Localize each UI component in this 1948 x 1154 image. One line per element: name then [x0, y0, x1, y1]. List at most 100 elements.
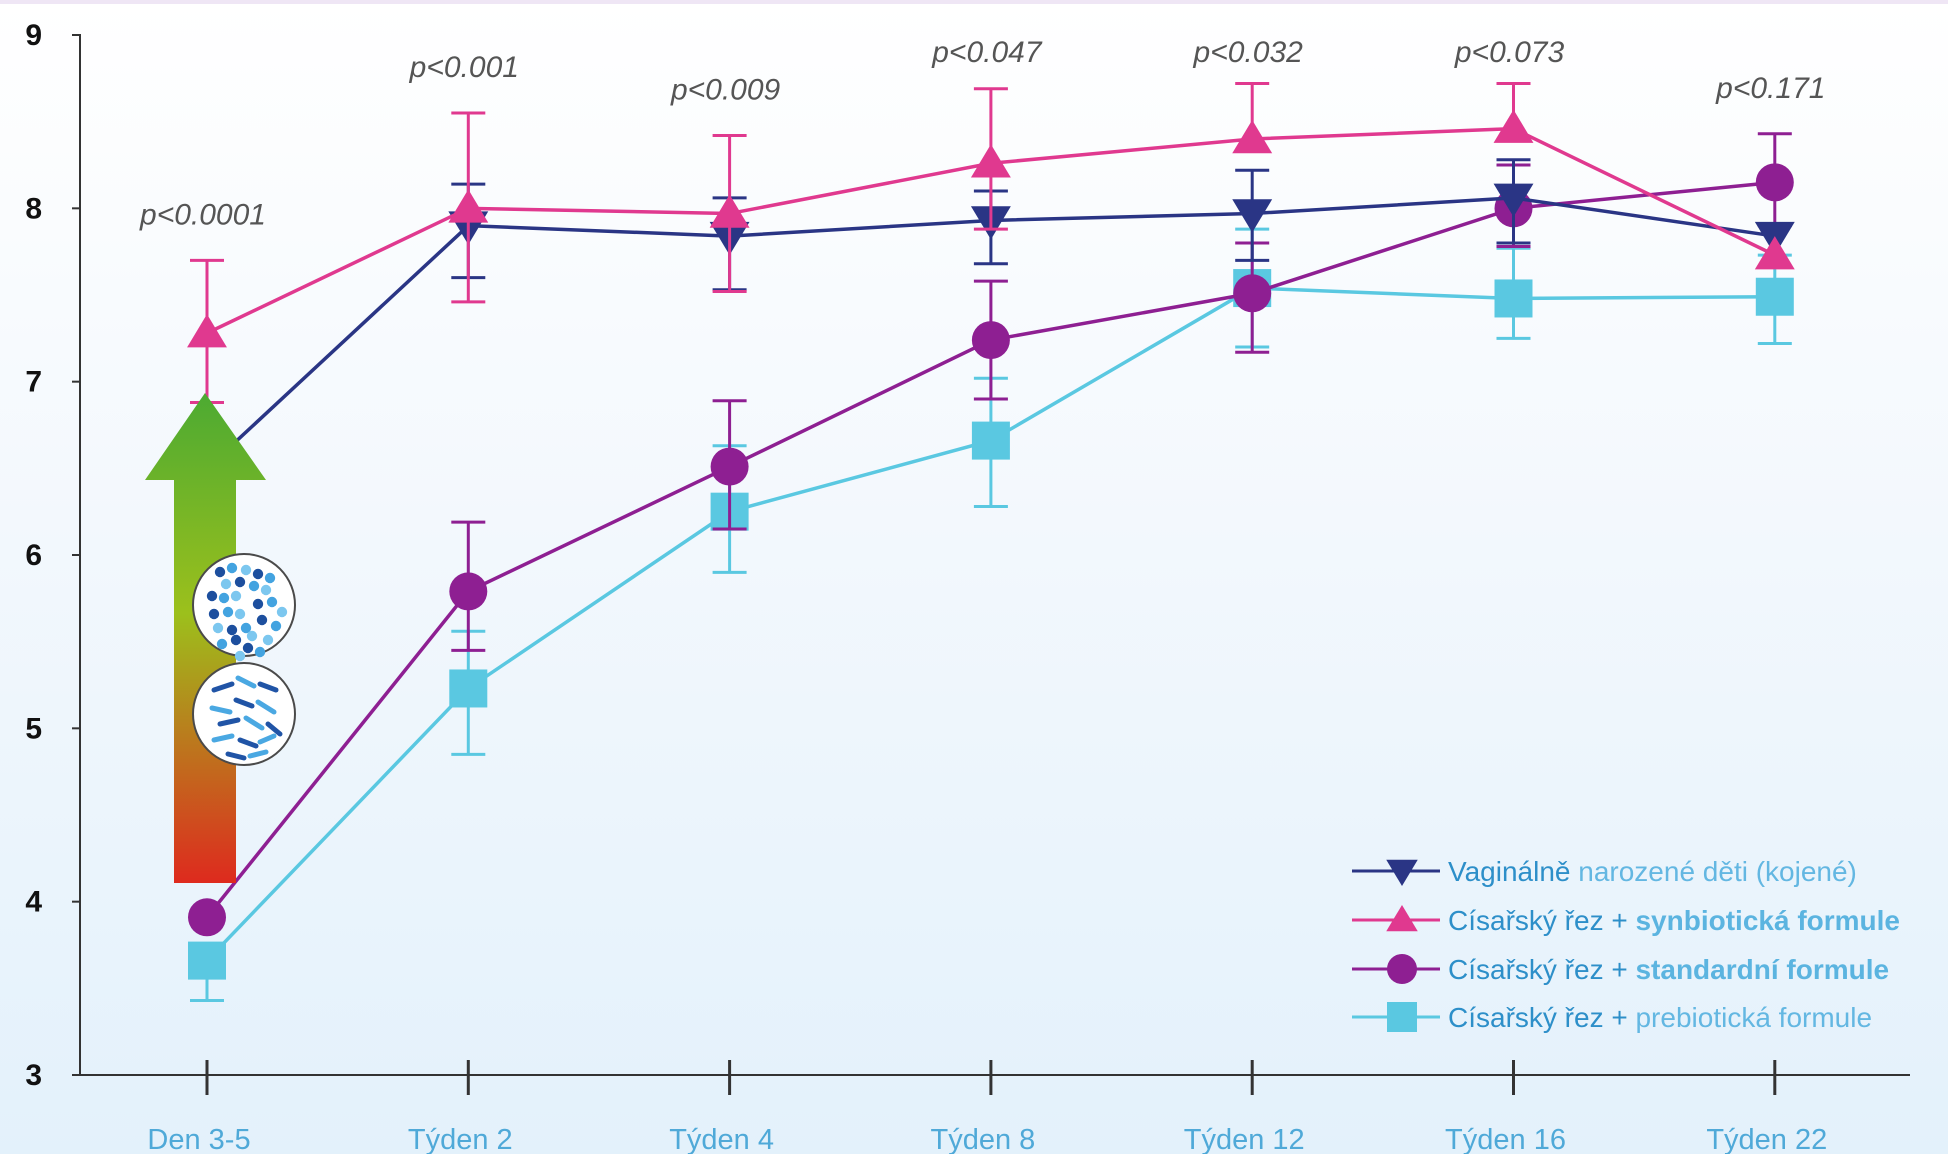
x-tick-label: Den 3-5: [147, 1124, 250, 1154]
x-tick-label: Týden 12: [1184, 1124, 1305, 1154]
bifido-rod: [247, 749, 269, 759]
data-point: [1755, 277, 1794, 316]
coccus: [218, 592, 230, 604]
coccus: [266, 596, 278, 608]
legend-label: Císařský řez + prebiotická formule: [1448, 1002, 1872, 1033]
data-point: [1232, 120, 1273, 154]
data-point: [710, 447, 749, 486]
coccus: [270, 620, 282, 632]
coccus: [208, 608, 220, 620]
data-point: [1754, 236, 1795, 270]
top-strip: [0, 0, 1948, 4]
p-value-label: p<0.171: [1715, 72, 1825, 105]
legend-item: Císařský řez + prebiotická formule: [1352, 1002, 1872, 1033]
coccus: [240, 622, 252, 634]
coccus: [206, 590, 218, 602]
bifido-rod: [233, 697, 255, 709]
bifido-rod: [211, 733, 235, 743]
x-tick-label: Týden 2: [408, 1124, 513, 1154]
legend-label-part: synbiotická formule: [1635, 905, 1900, 936]
legend-label-part: Vaginálně: [1448, 856, 1578, 887]
data-point: [971, 421, 1010, 460]
coccus: [264, 572, 276, 584]
coccus: [230, 634, 242, 646]
y-tick-label: 4: [25, 886, 42, 919]
legend-label-part: standardní formule: [1635, 954, 1889, 985]
data-point: [1232, 199, 1273, 233]
x-tick-label: Týden 8: [931, 1124, 1036, 1154]
bifido-rod: [257, 733, 277, 745]
y-tick-label: 8: [25, 192, 42, 225]
bifido-rod: [209, 705, 233, 715]
coccus: [248, 580, 260, 592]
data-point: [709, 194, 750, 228]
series-1: [187, 82, 1795, 404]
coccus: [214, 566, 226, 578]
bifido-rod: [237, 737, 259, 749]
data-point: [970, 144, 1011, 178]
y-tick-label: 5: [25, 712, 42, 745]
legend-item: Císařský řez + synbiotická formule: [1352, 905, 1900, 936]
bifido-rod: [257, 681, 279, 693]
cocci-bacteria-icon: [192, 553, 296, 662]
green-to-red-arrow: [145, 393, 296, 883]
coccus: [254, 646, 266, 658]
coccus: [226, 624, 238, 636]
coccus: [230, 590, 242, 602]
coccus: [252, 568, 264, 580]
coccus: [226, 562, 238, 574]
bifido-rod: [235, 675, 257, 689]
data-point: [1493, 109, 1534, 143]
coccus: [220, 578, 232, 590]
bifidobacteria-icon: [192, 662, 296, 766]
coccus: [256, 614, 268, 626]
p-value-label: p<0.073: [1454, 36, 1565, 69]
legend-marker: [1386, 905, 1418, 932]
bifido-rod: [225, 751, 247, 761]
coccus: [276, 606, 288, 618]
x-tick-label: Týden 16: [1445, 1124, 1566, 1154]
bifido-rod: [265, 721, 283, 737]
bifido-rod: [217, 717, 241, 727]
legend-label-part: Císařský řez +: [1448, 954, 1635, 985]
legend-marker: [1387, 1002, 1417, 1032]
coccus: [216, 638, 228, 650]
data-point: [188, 898, 226, 937]
coccus: [262, 634, 274, 646]
coccus: [240, 564, 252, 576]
legend-label: Císařský řez + standardní formule: [1448, 954, 1889, 985]
data-point: [1493, 183, 1534, 217]
y-tick-label: 9: [25, 19, 42, 52]
coccus: [222, 606, 234, 618]
p-value-label: p<0.047: [931, 36, 1043, 69]
p-value-label: p<0.009: [670, 74, 781, 107]
data-point: [188, 941, 226, 980]
coccus: [246, 630, 258, 642]
legend-label-part: Císařský řez +: [1448, 905, 1635, 936]
data-point: [187, 314, 227, 348]
y-tick-label: 6: [25, 539, 42, 572]
p-value-label: p<0.032: [1193, 36, 1304, 69]
data-point: [449, 572, 488, 611]
data-point: [448, 189, 489, 223]
legend-item: Vaginálně narozené děti (kojené): [1352, 856, 1857, 887]
data-point: [1494, 279, 1533, 318]
legend-marker: [1386, 859, 1418, 886]
data-point: [971, 321, 1010, 360]
bifido-rod: [255, 699, 277, 715]
p-value-label: p<0.0001: [139, 198, 266, 231]
legend-label-part: prebiotická formule: [1635, 1002, 1872, 1033]
data-point: [449, 669, 488, 708]
legend-label: Císařský řez + synbiotická formule: [1448, 905, 1900, 936]
coccus: [212, 622, 224, 634]
coccus: [260, 584, 272, 596]
coccus: [234, 576, 246, 588]
legend-marker: [1387, 954, 1417, 984]
coccus: [234, 650, 246, 662]
data-point: [1755, 163, 1794, 202]
bifido-rod: [243, 715, 265, 731]
p-value-label: p<0.001: [409, 51, 519, 84]
coccus: [242, 642, 254, 654]
x-tick-label: Týden 22: [1706, 1124, 1827, 1154]
